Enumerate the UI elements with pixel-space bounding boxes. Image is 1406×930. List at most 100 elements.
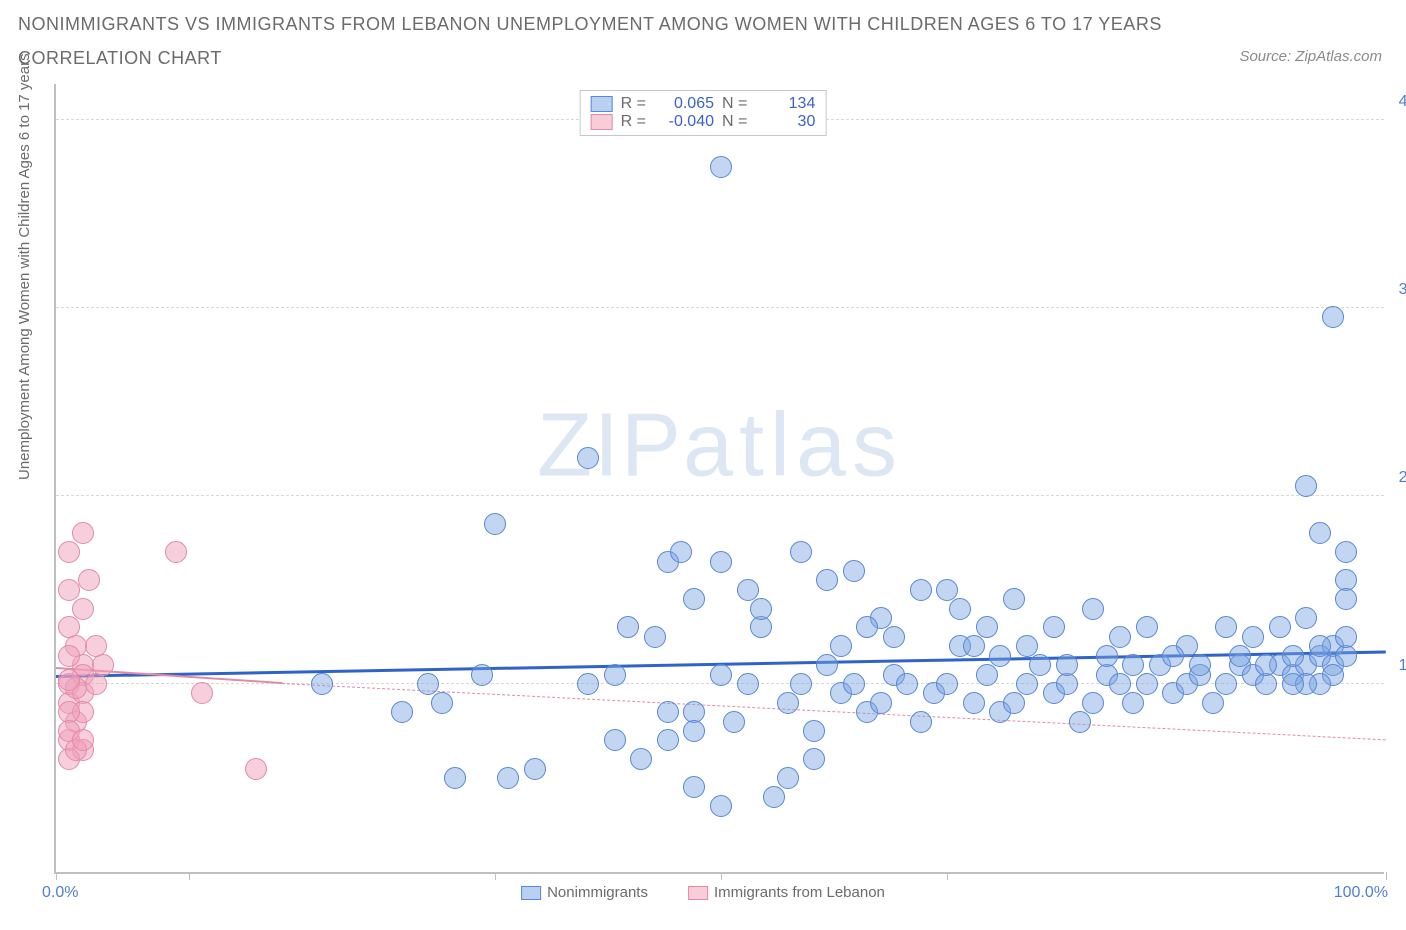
pink-point	[72, 522, 94, 544]
blue-point	[604, 664, 626, 686]
pink-point	[72, 729, 94, 751]
blue-point	[1029, 654, 1051, 676]
blue-point	[883, 626, 905, 648]
legend-swatch	[521, 886, 541, 900]
blue-point	[1056, 654, 1078, 676]
chart-plot-area: ZIPatlas 10.0%20.0%30.0%40.0%	[54, 84, 1384, 874]
blue-point	[910, 579, 932, 601]
blue-point	[644, 626, 666, 648]
blue-point	[1295, 607, 1317, 629]
legend-label: Immigrants from Lebanon	[714, 884, 885, 901]
blue-point	[710, 156, 732, 178]
blue-point	[737, 579, 759, 601]
blue-point	[444, 767, 466, 789]
y-axis-label: Unemployment Among Women with Children A…	[16, 53, 33, 480]
blue-point	[963, 692, 985, 714]
blue-point	[1122, 654, 1144, 676]
pink-point	[191, 682, 213, 704]
blue-point	[311, 673, 333, 695]
blue-point	[1269, 616, 1291, 638]
blue-point	[1215, 616, 1237, 638]
blue-point	[484, 513, 506, 535]
blue-point	[989, 645, 1011, 667]
blue-point	[1309, 635, 1331, 657]
watermark-suffix: atlas	[683, 396, 903, 496]
x-tick-mark	[189, 872, 190, 880]
legend-r-label: R =	[621, 95, 646, 113]
blue-point	[1335, 626, 1357, 648]
source-label: Source: ZipAtlas.com	[1239, 48, 1382, 65]
y-tick-label: 10.0%	[1388, 657, 1406, 675]
blue-point	[1082, 598, 1104, 620]
blue-point	[1282, 645, 1304, 667]
blue-point	[710, 551, 732, 573]
blue-point	[417, 673, 439, 695]
blue-point	[790, 673, 812, 695]
blue-point	[750, 598, 772, 620]
blue-point	[577, 673, 599, 695]
blue-point	[790, 541, 812, 563]
blue-point	[1162, 645, 1184, 667]
blue-point	[471, 664, 493, 686]
blue-point	[1295, 475, 1317, 497]
blue-point	[1335, 588, 1357, 610]
blue-point	[1109, 626, 1131, 648]
pink-point	[58, 541, 80, 563]
blue-point	[1136, 673, 1158, 695]
blue-point	[577, 447, 599, 469]
blue-point	[856, 616, 878, 638]
correlation-legend: R =0.065N =134R =-0.040N =30	[580, 90, 827, 136]
blue-point	[683, 776, 705, 798]
blue-point	[604, 729, 626, 751]
blue-point	[617, 616, 639, 638]
legend-n-value: 134	[755, 95, 815, 113]
blue-point	[1215, 673, 1237, 695]
pink-point	[92, 654, 114, 676]
blue-point	[816, 654, 838, 676]
blue-point	[1255, 673, 1277, 695]
watermark-prefix: ZIP	[537, 396, 683, 496]
legend-item: Immigrants from Lebanon	[688, 884, 885, 901]
blue-point	[1043, 616, 1065, 638]
legend-r-label: R =	[621, 113, 646, 131]
legend-label: Nonimmigrants	[547, 884, 648, 901]
blue-point	[497, 767, 519, 789]
blue-point	[1189, 654, 1211, 676]
blue-point	[710, 795, 732, 817]
blue-point	[1122, 692, 1144, 714]
legend-n-label: N =	[722, 95, 747, 113]
blue-point	[1082, 692, 1104, 714]
pink-point	[58, 669, 80, 691]
x-tick-mark	[1386, 872, 1387, 880]
pink-point	[58, 579, 80, 601]
blue-point	[1229, 645, 1251, 667]
pink-point	[85, 673, 107, 695]
blue-point	[843, 673, 865, 695]
pink-point	[58, 645, 80, 667]
blue-point	[1282, 673, 1304, 695]
blue-point	[830, 635, 852, 657]
blue-point	[910, 711, 932, 733]
blue-point	[723, 711, 745, 733]
pink-point	[245, 758, 267, 780]
blue-point	[524, 758, 546, 780]
blue-point	[936, 579, 958, 601]
legend-r-value: 0.065	[654, 95, 714, 113]
blue-point	[1003, 692, 1025, 714]
y-tick-label: 40.0%	[1388, 93, 1406, 111]
gridline	[56, 495, 1384, 496]
blue-point	[683, 588, 705, 610]
blue-point	[657, 701, 679, 723]
legend-n-label: N =	[722, 113, 747, 131]
blue-point	[803, 720, 825, 742]
legend-item: Nonimmigrants	[521, 884, 648, 901]
blue-point	[1003, 588, 1025, 610]
pink-point	[165, 541, 187, 563]
blue-point	[976, 664, 998, 686]
blue-point	[1255, 654, 1277, 676]
blue-point	[777, 767, 799, 789]
blue-point	[816, 569, 838, 591]
blue-point	[657, 729, 679, 751]
legend-row: R = 0.065 N = 134	[591, 95, 816, 113]
pink-point	[58, 616, 80, 638]
